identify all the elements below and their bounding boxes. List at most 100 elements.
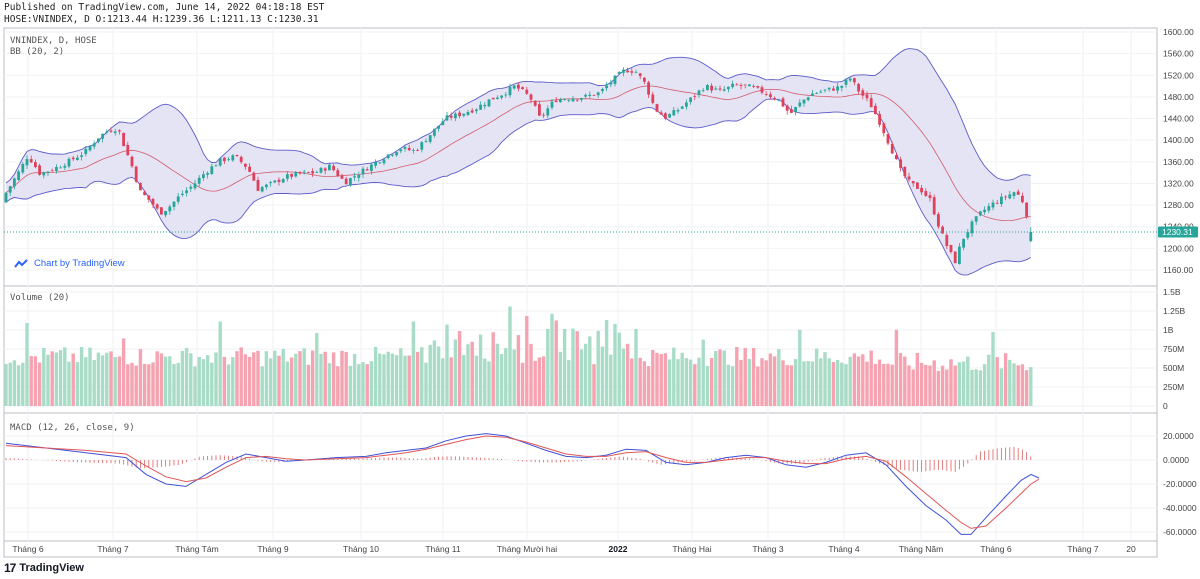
volume-bar [121, 338, 126, 406]
volume-bar [508, 306, 512, 406]
volume-bar [583, 343, 588, 406]
candle-body [378, 162, 382, 164]
tradingview-logo[interactable]: 17 TradingView [4, 561, 84, 575]
candle-body [945, 235, 949, 246]
volume-bar [306, 364, 311, 406]
volume-bar [856, 356, 861, 406]
volume-bar [336, 366, 340, 406]
candle-body [878, 113, 881, 125]
candle-body [869, 98, 873, 108]
volume-bar [285, 361, 290, 406]
candle-body [773, 97, 776, 100]
candle-body [206, 173, 209, 175]
volume-bar [911, 369, 915, 406]
time-tick-label: 20 [1126, 544, 1136, 554]
volume-bar [201, 359, 206, 406]
candle-body [67, 158, 71, 167]
price-tick-label: 1320.00 [1163, 178, 1194, 188]
volume-bar [579, 349, 584, 406]
candle-body [202, 174, 205, 178]
candle-body [147, 195, 151, 200]
volume-bar [180, 350, 185, 406]
volume-bar [516, 335, 521, 406]
volume-bar [982, 364, 987, 406]
volume-bar [604, 320, 609, 406]
candle-body [794, 107, 797, 113]
candle-body [701, 90, 705, 92]
candle-body [979, 211, 982, 216]
candle-body [462, 113, 466, 116]
volume-bar [247, 357, 252, 406]
candle-body [248, 166, 251, 172]
volume-bar [558, 351, 563, 406]
volume-bar [79, 347, 84, 406]
volume-bar [138, 349, 143, 406]
volume-bar [600, 346, 605, 406]
last-price-label: 1230.31 [1162, 227, 1193, 237]
volume-bar [735, 347, 739, 406]
volume-bar [415, 351, 420, 406]
candle-body [966, 232, 970, 238]
candle-body [630, 71, 634, 73]
candle-body [55, 167, 58, 171]
candle-body [155, 204, 159, 209]
volume-bar [898, 353, 903, 406]
candle-body [815, 93, 818, 94]
candle-body [748, 84, 751, 87]
candle-body [584, 94, 587, 97]
candle-body [109, 130, 113, 132]
candle-body [685, 102, 688, 107]
volume-bar [1020, 364, 1025, 406]
volume-bar [840, 362, 844, 406]
volume-bar [789, 365, 794, 406]
volume-bar [974, 369, 978, 406]
volume-bar [852, 353, 857, 406]
volume-bar [1008, 359, 1012, 406]
candle-body [1029, 232, 1033, 242]
volume-tick-label: 1.5B [1163, 287, 1181, 297]
volume-bar [651, 350, 655, 406]
candle-body [882, 123, 886, 134]
time-tick-label: 2022 [609, 544, 628, 554]
volume-bar [273, 350, 277, 406]
volume-bar [142, 363, 147, 406]
volume-bar [798, 329, 802, 406]
macd-line [5, 433, 1040, 535]
candle-body [122, 132, 125, 147]
volume-bar [520, 362, 525, 406]
volume-bar [21, 362, 25, 406]
volume-bar [877, 359, 882, 406]
volume-bar [411, 321, 416, 406]
volume-bar [134, 365, 138, 406]
candle-body [46, 171, 50, 173]
candle-body [25, 158, 29, 166]
volume-bar [537, 357, 542, 406]
volume-bar [1024, 370, 1029, 406]
volume-tick-label: 1B [1163, 325, 1174, 335]
candle-body [172, 201, 176, 207]
candle-body [382, 159, 386, 164]
candle-body [38, 165, 41, 175]
chart-by-tradingview-link[interactable]: Chart by TradingView [14, 258, 125, 269]
candle-body [613, 75, 617, 84]
candle-body [643, 77, 646, 82]
candle-body [588, 94, 592, 96]
candle-body [470, 110, 474, 113]
candle-body [731, 83, 734, 88]
candle-body [811, 93, 814, 96]
volume-bar [642, 361, 647, 406]
candle-body [916, 182, 919, 189]
price-axis: 1600.00 1560.00 1520.00 1480.00 1440.00 1400.… [1163, 27, 1197, 537]
candle-body [487, 99, 491, 107]
candle-body [752, 86, 755, 87]
volume-bar [29, 356, 33, 406]
volume-bar [793, 359, 798, 406]
candle-body [798, 102, 802, 107]
volume-bar [75, 362, 80, 406]
volume-bar [701, 339, 705, 406]
candle-body [735, 84, 739, 86]
candle-body [542, 114, 545, 116]
candle-body [84, 148, 88, 155]
volume-bar [709, 358, 714, 406]
